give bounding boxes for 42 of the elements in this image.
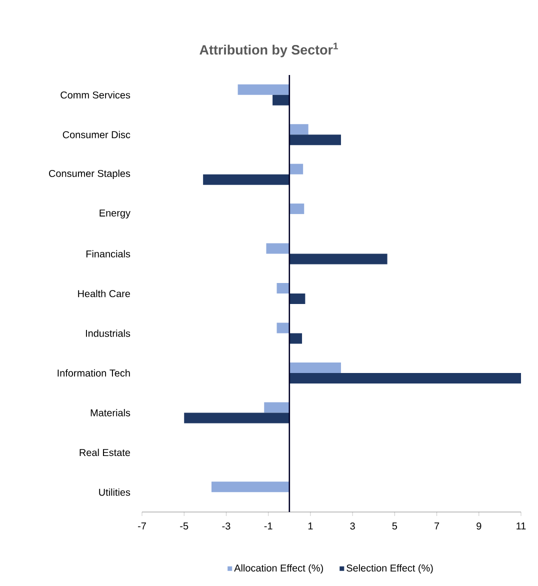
y-tick-label: Materials <box>90 409 130 416</box>
bar <box>289 124 308 135</box>
x-tick-label: -5 <box>180 522 188 530</box>
bar <box>276 283 290 294</box>
x-tick-label: 5 <box>392 522 398 530</box>
bar <box>289 372 522 384</box>
bar <box>264 402 290 413</box>
bar <box>289 333 302 344</box>
bar <box>238 84 290 95</box>
bar <box>289 164 304 174</box>
y-tick-label: Industrials <box>86 330 130 337</box>
bar <box>289 204 304 214</box>
legend-label: Selection Effect (%) <box>346 564 433 574</box>
x-tick-label: -1 <box>264 522 272 530</box>
bar <box>266 243 290 254</box>
x-tick-label: 11 <box>516 522 526 530</box>
bar <box>289 362 341 373</box>
legend-label: Allocation Effect (%) <box>234 564 323 574</box>
x-tick-label: 9 <box>476 522 482 530</box>
bar <box>289 294 306 304</box>
y-tick-label: Consumer Staples <box>49 170 130 179</box>
y-tick-label: Utilities <box>99 488 130 496</box>
x-tick-label: -7 <box>138 522 146 530</box>
chart-title: Attribution by Sector$^{1}$ <box>200 42 338 58</box>
y-tick-label: Financials <box>86 250 130 258</box>
bar <box>272 94 290 106</box>
y-tick-label: Comm Services <box>60 91 130 99</box>
y-tick-label: Health Care <box>78 290 130 298</box>
bar <box>276 322 290 334</box>
y-tick-label: Real Estate <box>80 448 130 456</box>
x-tick-label: 3 <box>350 522 355 530</box>
x-tick-label: 7 <box>434 522 440 530</box>
y-tick-label: Energy <box>100 210 130 219</box>
bar <box>203 174 290 185</box>
y-tick-label: Consumer Disc <box>62 130 130 138</box>
y-tick-label: Information Tech <box>58 369 130 377</box>
x-tick-label: -3 <box>222 522 230 530</box>
bar <box>289 134 341 146</box>
bar <box>184 412 290 424</box>
x-tick-label: 1 <box>308 522 313 530</box>
bar <box>289 254 388 264</box>
bar <box>211 482 290 492</box>
